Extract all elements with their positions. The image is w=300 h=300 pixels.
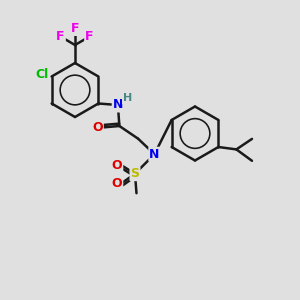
Text: N: N <box>113 98 123 112</box>
Text: F: F <box>71 22 79 35</box>
Text: O: O <box>92 121 103 134</box>
Text: H: H <box>123 93 132 103</box>
Text: O: O <box>112 177 122 190</box>
Text: O: O <box>112 159 122 172</box>
Text: F: F <box>85 30 94 43</box>
Text: F: F <box>56 30 65 43</box>
Text: N: N <box>149 148 160 161</box>
Text: S: S <box>130 167 140 180</box>
Text: Cl: Cl <box>35 68 49 82</box>
